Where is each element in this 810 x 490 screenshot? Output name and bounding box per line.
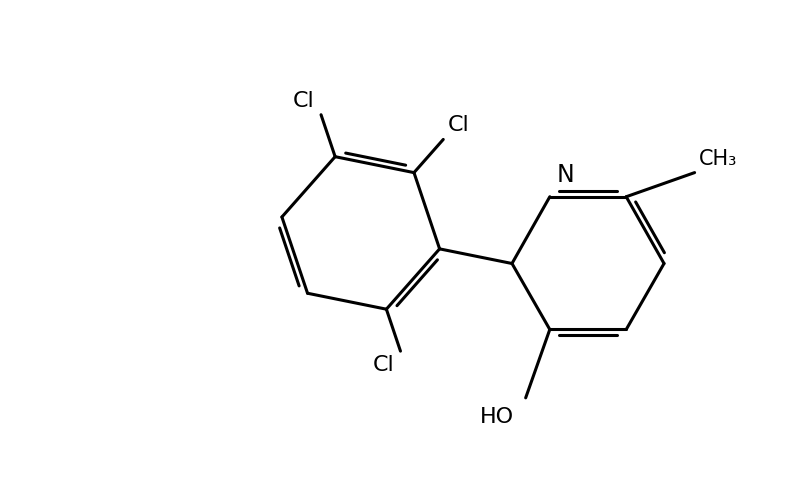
Text: HO: HO [480, 408, 514, 427]
Text: CH₃: CH₃ [698, 148, 737, 169]
Text: Cl: Cl [373, 355, 394, 375]
Text: N: N [556, 163, 574, 187]
Text: Cl: Cl [447, 116, 469, 135]
Text: Cl: Cl [293, 91, 314, 111]
